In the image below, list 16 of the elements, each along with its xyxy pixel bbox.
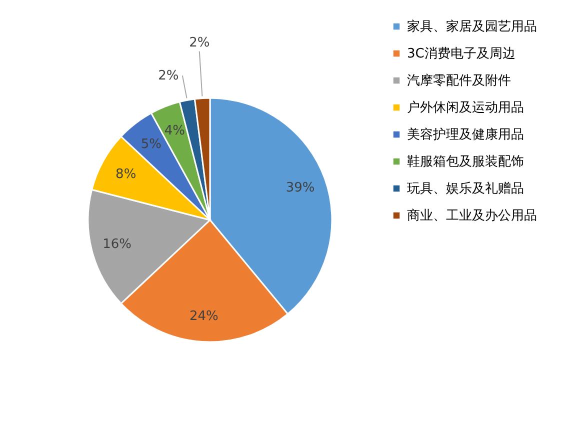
legend-label: 3C消费电子及周边 xyxy=(407,46,516,62)
legend-label: 户外休闲及运动用品 xyxy=(407,100,524,116)
data-label: 24% xyxy=(190,308,218,324)
legend-label: 商业、工业及办公用品 xyxy=(407,208,537,224)
data-label: 8% xyxy=(116,166,136,182)
data-label: 5% xyxy=(140,137,162,152)
legend-label: 家具、家居及园艺用品 xyxy=(407,18,537,34)
legend-label: 汽摩零配件及附件 xyxy=(407,74,511,88)
data-label: 2% xyxy=(158,68,179,84)
data-label: 39% xyxy=(286,180,315,196)
data-label: 4% xyxy=(164,124,185,139)
legend-label: 玩具、娱乐及礼赠品 xyxy=(407,182,524,196)
legend-label: 鞋服箱包及服装配饰 xyxy=(407,154,524,170)
legend-label: 美容护理及健康用品 xyxy=(407,126,524,142)
data-label: 16% xyxy=(102,236,132,252)
data-label: 2% xyxy=(189,35,210,50)
